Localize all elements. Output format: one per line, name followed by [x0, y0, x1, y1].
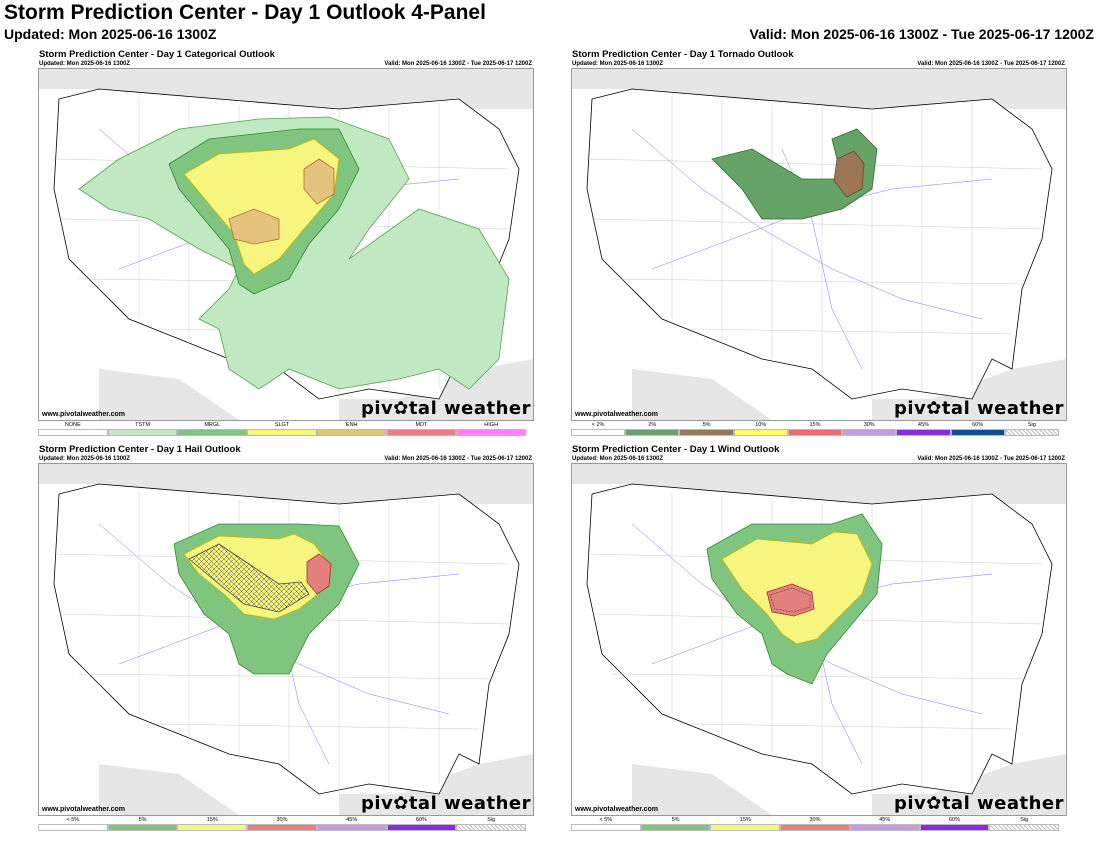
panel-title: Storm Prediction Center - Day 1 Hail Out… — [39, 444, 241, 455]
legend-item: 45% — [849, 817, 920, 831]
site-url: www.pivotalweather.com — [42, 411, 125, 418]
panel-title: Storm Prediction Center - Day 1 Categori… — [39, 49, 275, 60]
legend-item: MRGL — [177, 422, 248, 436]
panel-valid-time: Valid: Mon 2025-06-16 1300Z - Tue 2025-0… — [917, 456, 1065, 462]
map-legend: NONE TSTM MRGL SLGT ENH MDT HIGH — [38, 422, 527, 436]
map-legend: < 5% 5% 15% 30% 45% 60% Sig — [38, 817, 527, 831]
outlook-areas — [78, 116, 510, 390]
page-valid-time: Valid: Mon 2025-06-16 1300Z - Tue 2025-0… — [749, 26, 1094, 42]
legend-item: 2% — [625, 422, 680, 436]
brand-logo: piv✿tal weather — [893, 398, 1064, 419]
legend-item: 15% — [787, 422, 843, 436]
legend-item: Sig — [456, 817, 527, 831]
legend-item: < 2% — [571, 422, 626, 436]
panel-updated: Updated: Mon 2025-06-16 1300Z — [39, 456, 131, 462]
legend-item: 60% — [919, 817, 990, 831]
site-url: www.pivotalweather.com — [42, 806, 125, 813]
panel-updated: Updated: Mon 2025-06-16 1300Z — [572, 456, 664, 462]
legend-item: TSTM — [107, 422, 178, 436]
panel-wind: Storm Prediction Center - Day 1 Wind Out… — [571, 444, 1067, 832]
map-legend: < 5% 5% 15% 30% 45% 60% Sig — [571, 817, 1060, 831]
legend-item: ENH — [316, 422, 387, 436]
legend-item: 5% — [640, 817, 711, 831]
page-title: Storm Prediction Center - Day 1 Outlook … — [4, 1, 486, 24]
panel-updated: Updated: Mon 2025-06-16 1300Z — [39, 61, 131, 67]
panel-tornado: Storm Prediction Center - Day 1 Tornado … — [571, 49, 1067, 437]
legend-item: SLGT — [247, 422, 317, 436]
legend-item: HIGH — [456, 422, 527, 436]
legend-item: Sig — [1004, 422, 1059, 436]
legend-item: 30% — [780, 817, 850, 831]
page-updated: Updated: Mon 2025-06-16 1300Z — [4, 26, 217, 42]
outlook-map: www.pivotalweather.com piv✿tal weather — [38, 463, 534, 816]
site-url: www.pivotalweather.com — [575, 806, 658, 813]
legend-item: 15% — [710, 817, 781, 831]
brand-logo: piv✿tal weather — [893, 793, 1064, 814]
panel-valid-time: Valid: Mon 2025-06-16 1300Z - Tue 2025-0… — [384, 61, 532, 67]
panel-updated: Updated: Mon 2025-06-16 1300Z — [572, 61, 664, 67]
legend-item: 60% — [950, 422, 1005, 436]
panel-title: Storm Prediction Center - Day 1 Wind Out… — [572, 444, 780, 455]
outlook-map: www.pivotalweather.com piv✿tal weather — [571, 463, 1067, 816]
outlook-map: www.pivotalweather.com piv✿tal weather — [571, 68, 1067, 421]
legend-item: 15% — [177, 817, 248, 831]
outlook-areas — [711, 128, 878, 220]
legend-item: 5% — [679, 422, 734, 436]
legend-item: < 5% — [38, 817, 108, 831]
brand-logo: piv✿tal weather — [360, 398, 531, 419]
basemap — [572, 69, 1066, 420]
brand-logo: piv✿tal weather — [360, 793, 531, 814]
legend-item: < 5% — [571, 817, 641, 831]
outlook-areas — [173, 523, 360, 675]
legend-item: Sig — [989, 817, 1060, 831]
site-url: www.pivotalweather.com — [575, 411, 658, 418]
legend-item: 30% — [247, 817, 317, 831]
legend-item: 10% — [733, 422, 788, 436]
legend-item: 5% — [107, 817, 178, 831]
map-legend: < 2% 2% 5% 10% 15% 30% 45% 60% Sig — [571, 422, 1059, 436]
outlook-map: www.pivotalweather.com piv✿tal weather — [38, 68, 534, 421]
outlook-areas — [706, 513, 883, 685]
panel-title: Storm Prediction Center - Day 1 Tornado … — [572, 49, 794, 60]
basemap — [39, 464, 533, 815]
legend-item: MDT — [386, 422, 457, 436]
legend-item: NONE — [38, 422, 108, 436]
legend-item: 30% — [842, 422, 897, 436]
panel-hail: Storm Prediction Center - Day 1 Hail Out… — [38, 444, 534, 832]
legend-item: 45% — [896, 422, 951, 436]
panel-categorical: Storm Prediction Center - Day 1 Categori… — [38, 49, 534, 437]
legend-item: 60% — [386, 817, 457, 831]
panel-valid-time: Valid: Mon 2025-06-16 1300Z - Tue 2025-0… — [917, 61, 1065, 67]
panel-valid-time: Valid: Mon 2025-06-16 1300Z - Tue 2025-0… — [384, 456, 532, 462]
legend-item: 45% — [316, 817, 387, 831]
